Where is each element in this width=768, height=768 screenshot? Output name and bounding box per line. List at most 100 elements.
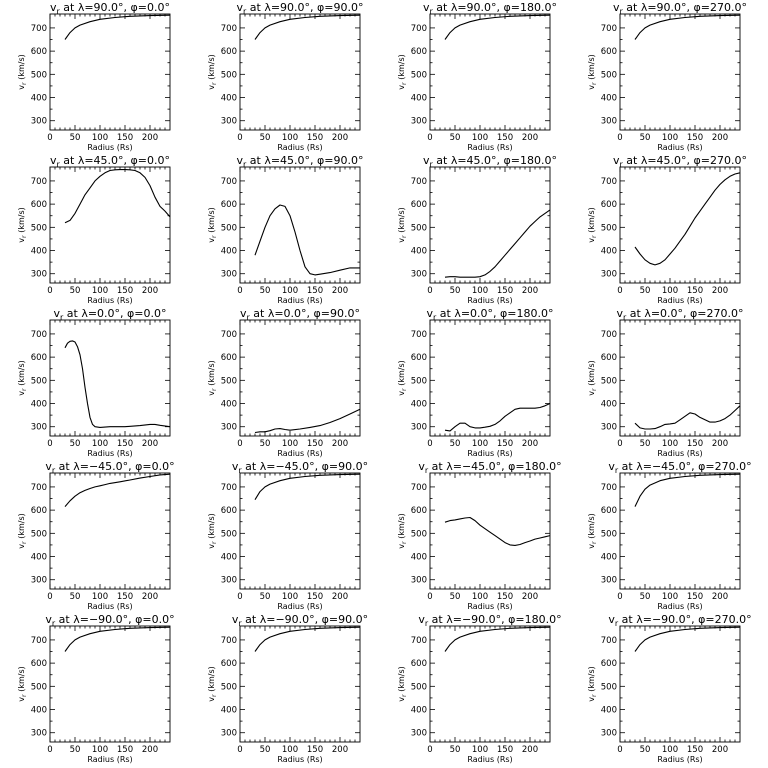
y-tick-label: 700 <box>411 483 427 493</box>
panel: vr at λ=45.0°, φ=270.0° 300 400 500 600 700 0 5… <box>587 154 747 305</box>
plot-frame <box>49 625 171 743</box>
y-tick-label: 700 <box>601 24 617 34</box>
y-tick-label: 600 <box>31 200 47 210</box>
y-tick-label: 400 <box>31 400 47 410</box>
plot-frame <box>429 13 551 131</box>
y-axis-label: vr (km/s) <box>207 54 218 90</box>
x-tick-label: 150 <box>687 745 703 755</box>
y-tick-label: 500 <box>601 223 617 233</box>
y-tick-label: 300 <box>221 729 237 739</box>
y-tick-label: 300 <box>221 270 237 280</box>
x-tick-label: 50 <box>260 133 271 143</box>
x-tick-label: 200 <box>142 133 158 143</box>
series-line <box>444 403 551 432</box>
plot-frame <box>239 319 361 437</box>
x-tick-label: 50 <box>260 592 271 602</box>
y-tick-label: 700 <box>601 483 617 493</box>
x-tick-label: 150 <box>307 439 323 449</box>
y-tick-label: 700 <box>31 177 47 187</box>
y-tick-label: 700 <box>31 636 47 646</box>
y-axis-label: vr (km/s) <box>587 666 598 702</box>
x-axis-label: Radius (Rs) <box>277 449 322 458</box>
y-tick-label: 400 <box>601 706 617 716</box>
series-line <box>444 626 551 652</box>
series-line <box>444 209 551 278</box>
y-tick-label: 400 <box>411 706 427 716</box>
panel-title: vr at λ=45.0°, φ=180.0° <box>423 154 557 169</box>
x-tick-label: 100 <box>662 133 678 143</box>
x-tick-label: 100 <box>92 133 108 143</box>
series-line <box>634 626 741 652</box>
panel: vr at λ=−90.0°, φ=90.0° 300 400 500 600 700 0 5… <box>207 613 368 764</box>
x-tick-label: 100 <box>472 745 488 755</box>
y-tick-label: 600 <box>31 659 47 669</box>
panel-title: vr at λ=45.0°, φ=90.0° <box>236 154 363 169</box>
y-tick-label: 300 <box>601 117 617 127</box>
panel: vr at λ=45.0°, φ=90.0° 300 400 500 600 700 0 50… <box>207 154 364 305</box>
y-tick-label: 300 <box>31 117 47 127</box>
x-tick-label: 50 <box>450 133 461 143</box>
x-tick-label: 200 <box>712 133 728 143</box>
x-tick-label: 200 <box>142 592 158 602</box>
y-tick-label: 500 <box>31 682 47 692</box>
x-tick-label: 100 <box>282 592 298 602</box>
y-tick-label: 400 <box>221 400 237 410</box>
x-tick-label: 200 <box>142 745 158 755</box>
plot-frame <box>49 319 171 437</box>
y-tick-label: 500 <box>411 70 427 80</box>
x-tick-label: 0 <box>47 592 52 602</box>
y-tick-label: 700 <box>601 636 617 646</box>
x-tick-label: 100 <box>282 133 298 143</box>
series-line <box>444 516 551 546</box>
x-tick-label: 150 <box>307 286 323 296</box>
y-tick-label: 600 <box>221 200 237 210</box>
x-tick-label: 150 <box>687 133 703 143</box>
y-tick-label: 600 <box>221 659 237 669</box>
x-tick-label: 150 <box>117 592 133 602</box>
x-tick-label: 100 <box>472 133 488 143</box>
y-tick-label: 300 <box>31 576 47 586</box>
y-tick-label: 300 <box>221 423 237 433</box>
y-tick-label: 600 <box>411 659 427 669</box>
plot-frame <box>429 625 551 743</box>
panel-title: vr at λ=0.0°, φ=180.0° <box>426 307 553 322</box>
panel-title: vr at λ=−45.0°, φ=0.0° <box>45 460 174 475</box>
x-axis-label: Radius (Rs) <box>467 143 512 152</box>
plot-frame <box>239 166 361 284</box>
panel-title: vr at λ=90.0°, φ=180.0° <box>423 1 557 16</box>
y-tick-label: 400 <box>221 706 237 716</box>
plot-frame <box>619 472 741 590</box>
x-axis-label: Radius (Rs) <box>87 449 132 458</box>
x-axis-label: Radius (Rs) <box>87 602 132 611</box>
y-tick-label: 500 <box>221 70 237 80</box>
y-tick-label: 400 <box>601 247 617 257</box>
x-tick-label: 200 <box>522 592 538 602</box>
x-tick-label: 150 <box>497 439 513 449</box>
y-tick-label: 500 <box>221 376 237 386</box>
series-line <box>254 626 361 652</box>
panel: vr at λ=0.0°, φ=0.0° 300 400 500 600 700 0 50 10… <box>17 307 171 458</box>
y-axis-label: vr (km/s) <box>207 360 218 396</box>
panel-title: vr at λ=90.0°, φ=0.0° <box>50 1 170 16</box>
y-axis-label: vr (km/s) <box>397 666 408 702</box>
series-line <box>254 14 361 40</box>
x-axis-label: Radius (Rs) <box>657 755 702 764</box>
x-tick-label: 150 <box>687 439 703 449</box>
plot-frame <box>619 625 741 743</box>
x-axis-label: Radius (Rs) <box>277 602 322 611</box>
y-tick-label: 300 <box>411 117 427 127</box>
y-tick-label: 400 <box>411 400 427 410</box>
x-tick-label: 100 <box>662 286 678 296</box>
panel: vr at λ=90.0°, φ=0.0° 300 400 500 600 700 0 50 1… <box>17 1 171 152</box>
y-tick-label: 500 <box>31 223 47 233</box>
x-tick-label: 50 <box>70 133 81 143</box>
y-tick-label: 500 <box>31 376 47 386</box>
x-tick-label: 150 <box>497 592 513 602</box>
x-tick-label: 200 <box>332 592 348 602</box>
x-tick-label: 0 <box>427 133 432 143</box>
panel: vr at λ=−45.0°, φ=0.0° 300 400 500 600 700 0 50… <box>17 460 175 611</box>
y-tick-label: 500 <box>411 682 427 692</box>
x-tick-label: 200 <box>522 439 538 449</box>
x-tick-label: 150 <box>687 592 703 602</box>
